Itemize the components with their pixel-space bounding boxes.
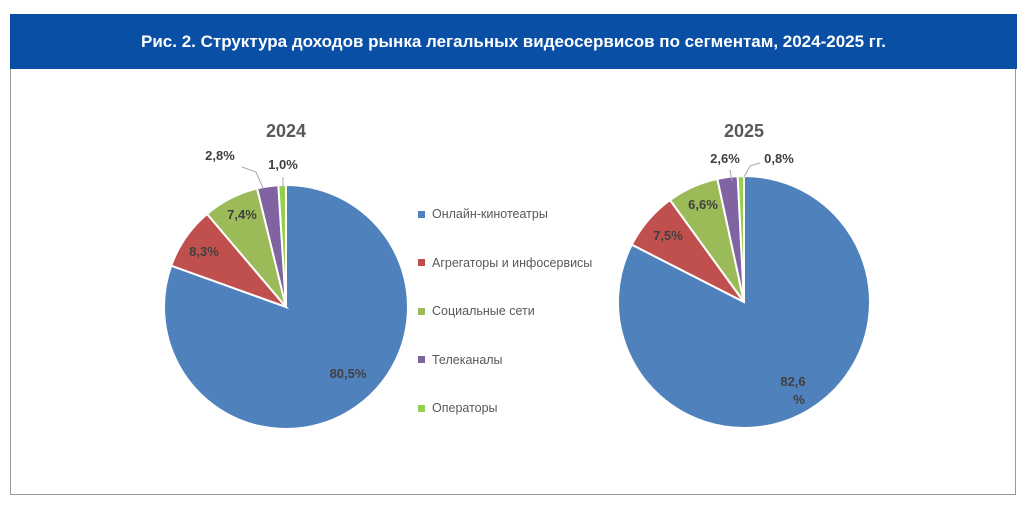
legend-label: Социальные сети (432, 304, 535, 319)
legend-swatch (418, 356, 425, 364)
leader-line-2025-4 (743, 162, 761, 178)
legend-item-social-networks: Социальные сети (418, 287, 628, 336)
data-label-2024-4: 1,0% (268, 157, 298, 172)
leader-line-2024-3 (241, 166, 264, 189)
figure-title: Рис. 2. Структура доходов рынка легальны… (141, 31, 886, 51)
legend-label: Агрегаторы и инфосервисы (432, 255, 593, 270)
legend-item-online-cinemas: Онлайн-кинотеатры (418, 190, 628, 239)
legend-swatch (418, 259, 425, 267)
leader-line-2025-3 (729, 169, 733, 182)
legend-swatch (418, 307, 425, 315)
legend-label: Онлайн-кинотеатры (432, 207, 548, 222)
data-label-2024-2: 7,4% (227, 207, 257, 222)
data-label-2025-0: 82,6% (780, 374, 805, 407)
legend: Онлайн-кинотеатры Агрегаторы и инфосерви… (418, 190, 628, 433)
chart-title-2024: 2024 (266, 121, 306, 141)
data-label-2024-3: 2,8% (205, 148, 235, 163)
figure-header: Рис. 2. Структура доходов рынка легальны… (10, 14, 1017, 69)
legend-label: Телеканалы (432, 352, 503, 367)
legend-item-aggregators: Агрегаторы и инфосервисы (418, 239, 628, 288)
legend-item-operators: Операторы (418, 384, 628, 433)
data-label-2024-0: 80,5% (330, 366, 367, 381)
legend-swatch (418, 210, 425, 218)
data-label-2025-1: 7,5% (653, 228, 683, 243)
legend-label: Операторы (432, 401, 498, 416)
chart-title-2025: 2025 (724, 121, 764, 141)
data-label-2025-3: 2,6% (710, 151, 740, 166)
data-label-2025-2: 6,6% (688, 197, 718, 212)
data-label-2024-1: 8,3% (189, 244, 219, 259)
pie-slice-2024-4 (277, 183, 287, 308)
legend-item-tv-channels: Телеканалы (418, 336, 628, 385)
data-label-2025-4: 0,8% (764, 151, 794, 166)
legend-swatch (418, 404, 425, 412)
